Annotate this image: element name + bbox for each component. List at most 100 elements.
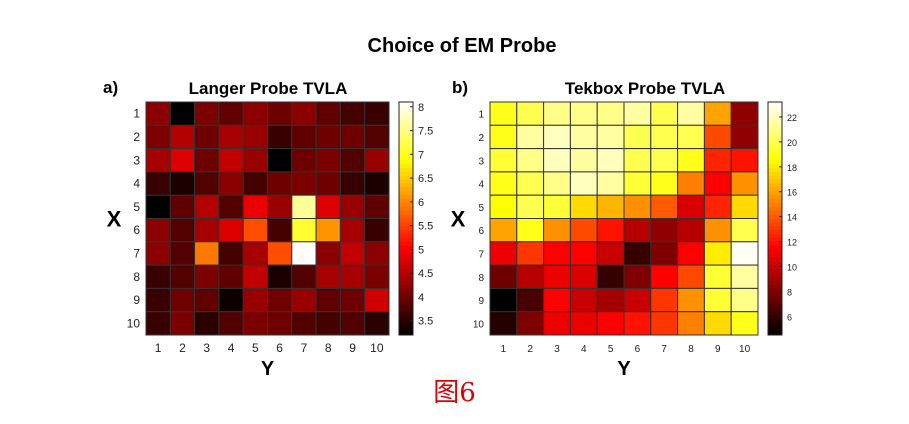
heatmap-cell <box>730 148 759 173</box>
colorbar-segment <box>399 315 413 320</box>
colorbar-segment <box>768 164 782 169</box>
heatmap-cell <box>169 311 196 336</box>
colorbar-segment <box>768 125 782 130</box>
heatmap-cell <box>703 171 732 196</box>
heatmap-cell <box>489 194 518 219</box>
colorbar-segment <box>399 144 413 150</box>
heatmap-cell <box>650 218 679 243</box>
heatmap-cell <box>339 101 366 126</box>
heatmap-cell <box>677 264 705 289</box>
heatmap-cell <box>543 171 571 196</box>
colorbar-tick-label: 4 <box>418 292 424 304</box>
colorbar-segment <box>399 195 413 200</box>
x-tick-label: 10 <box>739 344 751 355</box>
heatmap-cell <box>489 311 518 336</box>
x-tick-label: 6 <box>276 341 283 355</box>
heatmap-cell <box>315 311 341 336</box>
heatmap-cell <box>596 101 625 126</box>
heatmap-cell <box>339 148 366 173</box>
colorbar-segment <box>399 245 413 251</box>
colorbar-tick-label: 6 <box>418 197 424 209</box>
x-axis-label: Y <box>617 358 631 380</box>
colorbar-tick-label: 5 <box>418 244 424 256</box>
heatmap-cell <box>267 171 293 196</box>
heatmap-cell <box>218 124 244 150</box>
colorbar-segment <box>399 268 413 274</box>
colorbar-segment <box>768 210 782 216</box>
heatmap-cell <box>242 287 268 313</box>
heatmap-cell <box>218 264 244 289</box>
colorbar-segment <box>768 144 782 150</box>
y-tick-label: 2 <box>478 133 484 144</box>
heatmap-cell <box>730 264 759 289</box>
colorbar-segment <box>399 265 413 270</box>
figure-caption: 图6 <box>433 378 476 408</box>
colorbar-segment <box>399 319 413 324</box>
heatmap-cell <box>291 101 317 126</box>
colorbar-tick-label: 16 <box>787 188 797 198</box>
heatmap-cell <box>169 287 196 313</box>
heatmap-cell <box>677 124 705 150</box>
heatmap-cell <box>169 148 196 173</box>
colorbar-segment <box>399 261 413 266</box>
heatmap-cell <box>364 171 390 196</box>
heatmap-cell <box>364 101 390 126</box>
heatmap-cell <box>623 311 652 336</box>
heatmap-cell <box>569 124 598 150</box>
colorbar-segment <box>399 206 413 212</box>
colorbar-segment <box>399 237 413 243</box>
heatmap-cell <box>703 194 732 219</box>
y-axis-label: X <box>107 207 122 232</box>
heatmap-cell <box>650 287 679 313</box>
colorbar-segment <box>399 292 413 297</box>
heatmap-cell <box>267 124 293 150</box>
heatmap-cell <box>267 264 293 289</box>
heatmap-cell <box>489 241 518 266</box>
colorbar-tick-label: 10 <box>787 262 797 272</box>
y-tick-label: 5 <box>133 200 140 214</box>
heatmap-cell <box>543 311 571 336</box>
heatmap-cell <box>623 101 652 126</box>
y-tick-label: 7 <box>133 246 140 260</box>
heatmap-cell <box>194 194 220 219</box>
heatmap-cell <box>242 148 268 173</box>
colorbar-tick-label: 6 <box>787 312 792 322</box>
heatmap-cell <box>489 218 518 243</box>
heatmap-cell <box>145 287 171 313</box>
heatmap-cell <box>218 194 244 219</box>
heatmap-cell <box>169 218 196 243</box>
colorbar-segment <box>768 222 782 227</box>
heatmap-cell <box>569 264 598 289</box>
colorbar-segment <box>399 284 413 289</box>
heatmap-cell <box>677 241 705 266</box>
heatmap-cell <box>569 171 598 196</box>
y-tick-label: 8 <box>478 273 484 284</box>
x-tick-label: 9 <box>349 341 356 355</box>
heatmap-cell <box>339 311 366 336</box>
heatmap-cell <box>339 264 366 289</box>
heatmap-cell <box>703 124 732 150</box>
colorbar-segment <box>768 323 782 328</box>
colorbar-segment <box>399 214 413 219</box>
heatmap-cell <box>291 287 317 313</box>
heatmap-cell <box>267 287 293 313</box>
colorbar-segment <box>768 288 782 293</box>
heatmap-cell <box>169 124 196 150</box>
colorbar-segment <box>399 210 413 216</box>
heatmap-cell <box>596 264 625 289</box>
heatmap-cell <box>596 194 625 219</box>
colorbar-segment <box>399 303 413 309</box>
colorbar-segment <box>768 156 782 161</box>
colorbar-segment <box>399 288 413 293</box>
heatmap-cell <box>339 124 366 150</box>
heatmap-cell <box>242 171 268 196</box>
heatmap-cell <box>543 264 571 289</box>
colorbar-segment <box>399 280 413 286</box>
x-tick-label: 5 <box>608 344 614 355</box>
heatmap-cell <box>730 124 759 150</box>
heatmap-cell <box>596 124 625 150</box>
colorbar-segment <box>768 121 782 126</box>
heatmap-cell <box>315 241 341 266</box>
colorbar-segment <box>768 171 782 177</box>
